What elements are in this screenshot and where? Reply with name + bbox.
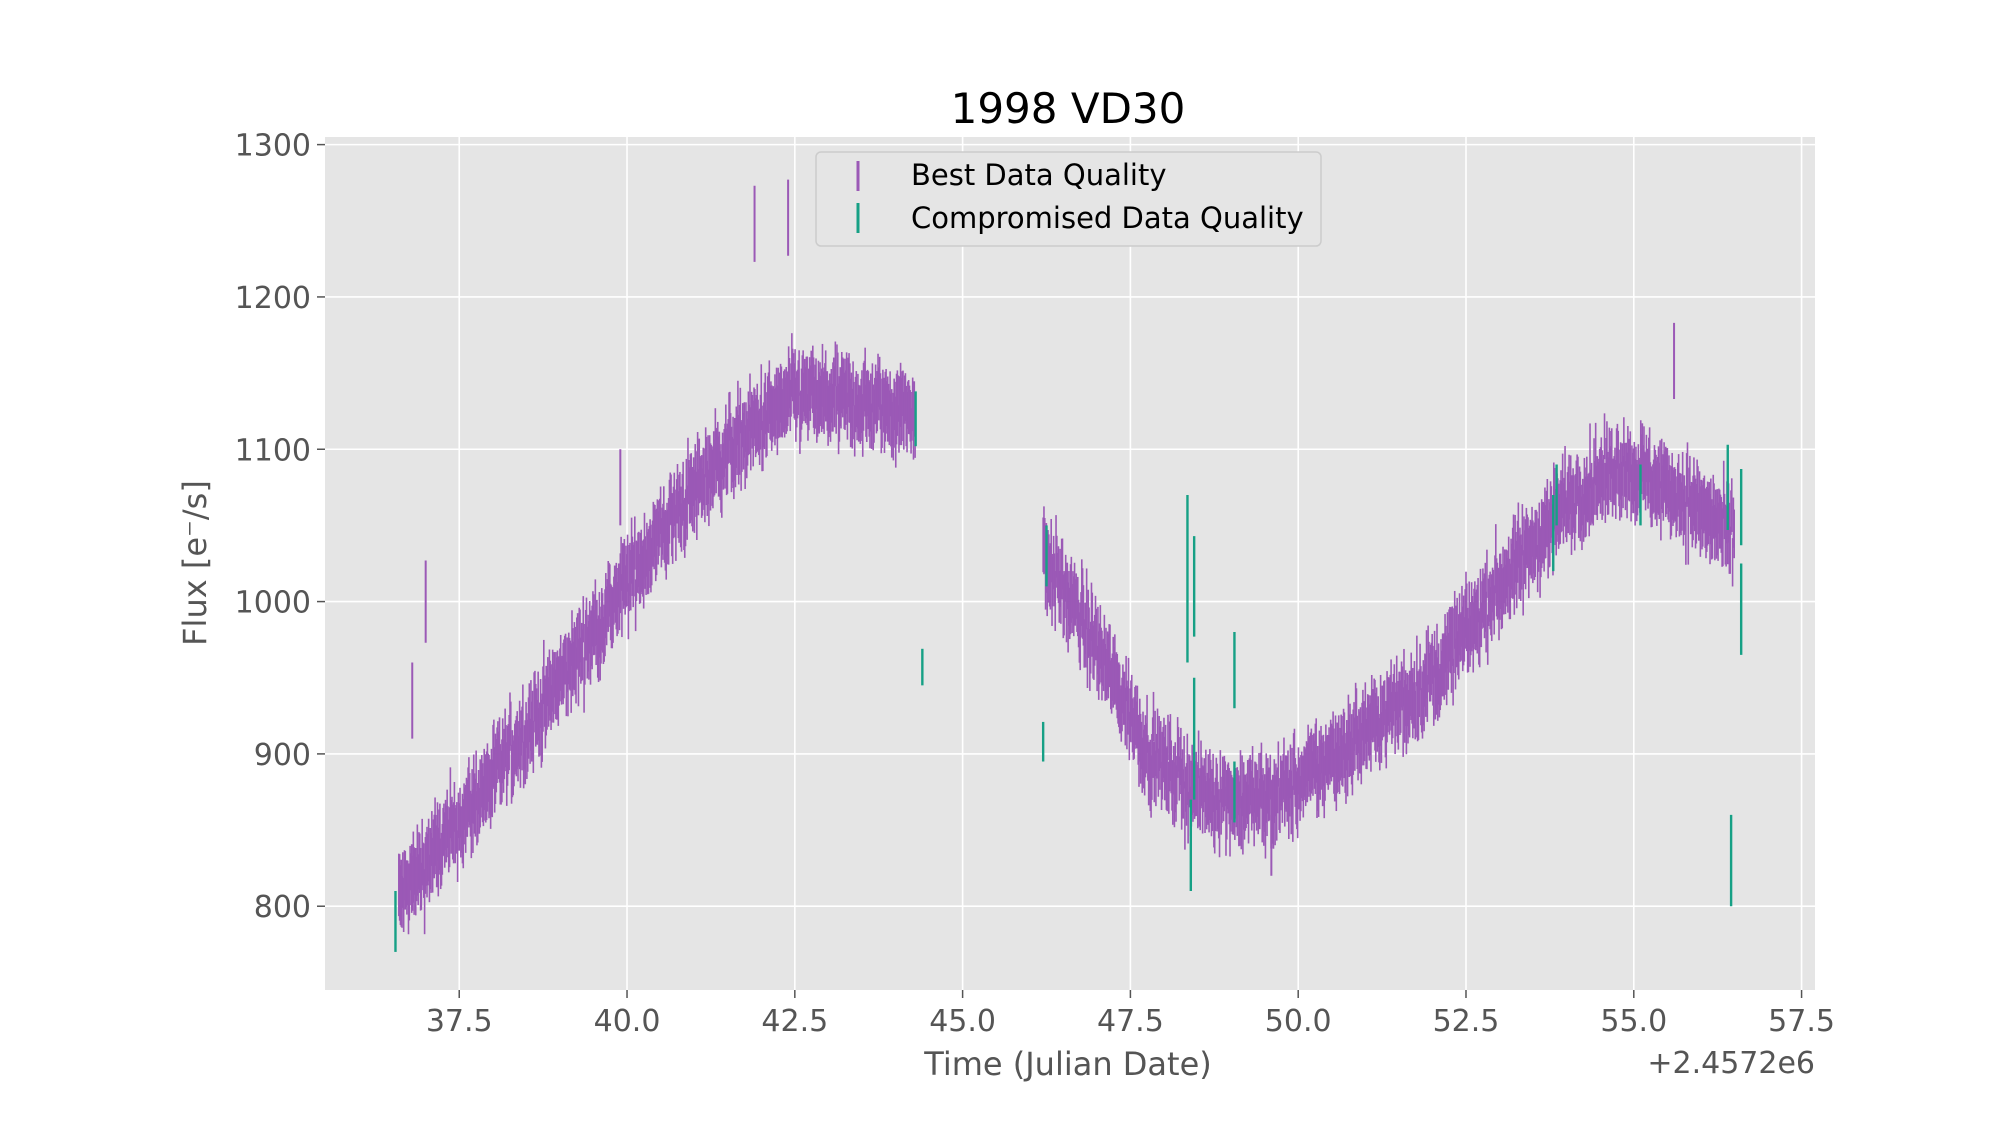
legend-label-best: Best Data Quality xyxy=(911,158,1167,192)
grid xyxy=(325,137,1815,990)
x-tick-label: 42.5 xyxy=(761,1004,828,1039)
legend-box xyxy=(815,151,1322,247)
y-tick-label: 1200 xyxy=(235,281,311,316)
y-axis-label: Flux [e⁻/s] xyxy=(176,480,214,646)
x-axis-ticks: 37.5 40.0 42.5 45.0 47.5 50.0 52.5 55.0 57.5 xyxy=(426,990,1835,1039)
x-tick-label: 37.5 xyxy=(426,1004,493,1039)
y-tick-label: 1300 xyxy=(235,129,311,164)
x-tick-label: 57.5 xyxy=(1768,1004,1835,1039)
x-tick-label: 55.0 xyxy=(1600,1004,1667,1039)
chart-title: 1998 VD30 xyxy=(951,84,1186,133)
y-tick-label: 800 xyxy=(254,890,311,925)
x-tick-label: 50.0 xyxy=(1265,1004,1332,1039)
legend: Best Data Quality Compromised Data Quali… xyxy=(815,151,1322,247)
x-tick-label: 40.0 xyxy=(594,1004,661,1039)
y-axis-ticks: 800 900 1000 1100 1200 1300 xyxy=(235,129,325,925)
y-tick-label: 1100 xyxy=(235,433,311,468)
x-tick-label: 45.0 xyxy=(929,1004,996,1039)
y-tick-label: 1000 xyxy=(235,586,311,621)
legend-label-compromised: Compromised Data Quality xyxy=(911,201,1304,235)
x-tick-label: 47.5 xyxy=(1097,1004,1164,1039)
x-tick-label: 52.5 xyxy=(1433,1004,1500,1039)
x-axis-offset-label: +2.4572e6 xyxy=(1647,1046,1815,1081)
data-series xyxy=(394,179,1743,952)
x-axis-label: Time (Julian Date) xyxy=(923,1045,1212,1083)
plot-background xyxy=(325,137,1815,990)
y-tick-label: 900 xyxy=(254,738,311,773)
